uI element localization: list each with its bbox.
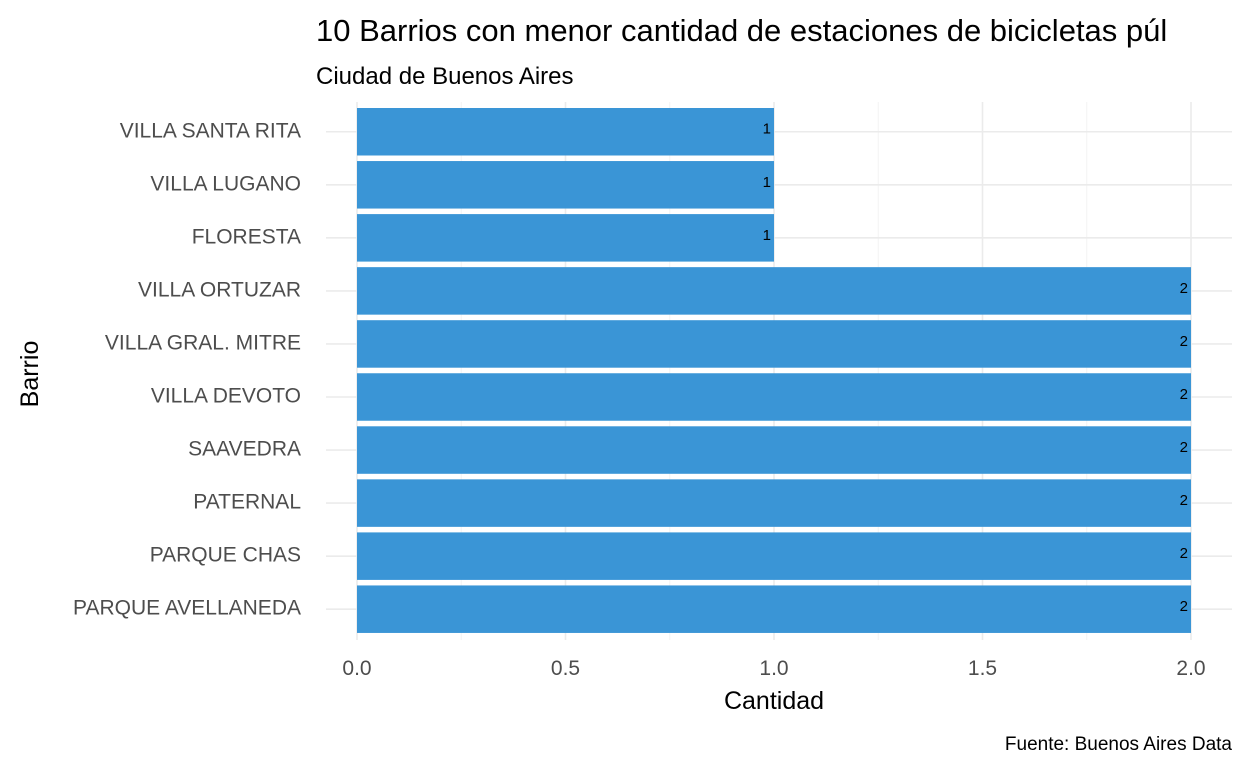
- data-label: 2: [1180, 386, 1188, 403]
- x-axis-title: Cantidad: [724, 687, 824, 715]
- y-tick-label: VILLA ORTUZAR: [138, 278, 301, 301]
- data-label: 1: [763, 174, 771, 191]
- bar: [357, 320, 1191, 368]
- y-tick-label: PARQUE AVELLANEDA: [73, 597, 301, 620]
- chart-subtitle: Ciudad de Buenos Aires: [316, 63, 574, 90]
- bar: [357, 373, 1191, 421]
- data-label: 2: [1180, 439, 1188, 456]
- y-tick-label: SAAVEDRA: [188, 438, 301, 461]
- y-tick-label: VILLA DEVOTO: [151, 385, 301, 408]
- data-label: 2: [1180, 280, 1188, 297]
- bars: [357, 108, 1191, 633]
- x-tick-label: 0.0: [342, 657, 371, 680]
- x-tick-label: 0.5: [551, 657, 580, 680]
- x-tick-label: 1.5: [968, 657, 997, 680]
- x-axis-tick-labels: 0.0 0.5 1.0 1.5 2.0: [342, 657, 1205, 680]
- chart-title: 10 Barrios con menor cantidad de estacio…: [316, 13, 1167, 48]
- x-tick-label: 1.0: [759, 657, 788, 680]
- bar: [357, 479, 1191, 527]
- data-label: 2: [1180, 598, 1188, 615]
- data-label: 1: [763, 121, 771, 138]
- bar: [357, 426, 1191, 474]
- bar: [357, 585, 1191, 633]
- data-label: 2: [1180, 545, 1188, 562]
- bar: [357, 108, 774, 156]
- bar: [357, 214, 774, 262]
- y-tick-label: VILLA SANTA RITA: [120, 119, 301, 142]
- data-labels: 1 1 1 2 2 2 2 2 2 2: [763, 121, 1188, 615]
- data-label: 2: [1180, 492, 1188, 509]
- y-tick-label: VILLA GRAL. MITRE: [105, 331, 301, 354]
- bar: [357, 267, 1191, 315]
- y-tick-label: FLORESTA: [192, 225, 301, 248]
- y-tick-label: PARQUE CHAS: [150, 544, 301, 567]
- y-tick-label: VILLA LUGANO: [150, 172, 301, 195]
- y-axis-tick-labels: VILLA SANTA RITA VILLA LUGANO FLORESTA VILL…: [73, 119, 301, 619]
- bar: [357, 161, 774, 209]
- data-label: 2: [1180, 333, 1188, 350]
- bar: [357, 532, 1191, 580]
- data-label: 1: [763, 227, 771, 244]
- y-tick-label: PATERNAL: [193, 491, 301, 514]
- x-tick-label: 2.0: [1176, 657, 1205, 680]
- y-axis-title: Barrio: [16, 341, 44, 408]
- chart-caption: Fuente: Buenos Aires Data: [1005, 734, 1233, 755]
